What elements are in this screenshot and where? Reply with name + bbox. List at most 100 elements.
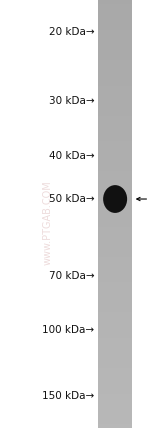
Bar [98, 282, 132, 287]
Bar [98, 424, 132, 428]
Bar [98, 261, 132, 265]
Bar [98, 39, 132, 43]
Text: 20 kDa→: 20 kDa→ [49, 27, 94, 37]
Bar [98, 34, 132, 39]
Bar [98, 9, 132, 13]
Bar [98, 90, 132, 94]
Bar [98, 141, 132, 146]
Text: 150 kDa→: 150 kDa→ [42, 391, 94, 401]
Bar [98, 248, 132, 253]
Bar [98, 64, 132, 68]
Bar [98, 205, 132, 210]
Bar [98, 338, 132, 342]
Bar [98, 377, 132, 381]
Bar [98, 56, 132, 60]
Ellipse shape [103, 185, 127, 213]
Bar [98, 111, 132, 116]
Bar [98, 308, 132, 312]
Bar [98, 278, 132, 282]
Bar [98, 253, 132, 257]
Bar [98, 51, 132, 56]
Bar [98, 223, 132, 227]
Bar [98, 368, 132, 372]
Bar [98, 372, 132, 377]
Bar [98, 394, 132, 398]
Bar [98, 270, 132, 274]
Text: www.PTGAB.COM: www.PTGAB.COM [43, 180, 53, 265]
Bar [98, 73, 132, 77]
Bar [98, 342, 132, 347]
Bar [98, 411, 132, 415]
Bar [98, 364, 132, 368]
Bar [98, 389, 132, 394]
Bar [98, 94, 132, 98]
Bar [98, 351, 132, 355]
Bar [98, 402, 132, 407]
Bar [98, 218, 132, 223]
Bar [98, 77, 132, 81]
Bar [98, 201, 132, 205]
Bar [98, 274, 132, 278]
Bar [98, 291, 132, 295]
Bar [98, 415, 132, 419]
Bar [98, 13, 132, 17]
Bar [98, 17, 132, 21]
Bar [98, 4, 132, 9]
Bar [98, 257, 132, 261]
Bar [98, 231, 132, 235]
Bar [98, 146, 132, 150]
Bar [98, 188, 132, 193]
Bar [98, 137, 132, 141]
Text: 100 kDa→: 100 kDa→ [42, 324, 94, 335]
Bar [98, 321, 132, 325]
Bar [98, 103, 132, 107]
Bar [98, 0, 132, 4]
Bar [98, 60, 132, 64]
Bar [98, 21, 132, 26]
Bar [98, 167, 132, 171]
Bar [98, 214, 132, 218]
Text: 50 kDa→: 50 kDa→ [49, 194, 94, 204]
Bar [98, 330, 132, 334]
Bar [98, 210, 132, 214]
Bar [98, 171, 132, 175]
Bar [98, 197, 132, 201]
Bar [98, 360, 132, 364]
Bar [98, 265, 132, 270]
Bar [98, 124, 132, 128]
Bar [98, 347, 132, 351]
Text: 30 kDa→: 30 kDa→ [49, 95, 94, 106]
Bar [98, 240, 132, 244]
Bar [98, 98, 132, 103]
Bar [98, 163, 132, 167]
Bar [98, 158, 132, 163]
Bar [98, 154, 132, 158]
Bar [98, 116, 132, 120]
Bar [98, 227, 132, 231]
Text: 70 kDa→: 70 kDa→ [49, 271, 94, 281]
Bar [98, 325, 132, 330]
Bar [98, 244, 132, 248]
Bar [98, 385, 132, 389]
Bar [98, 407, 132, 411]
Bar [98, 30, 132, 34]
Bar [98, 128, 132, 133]
Bar [98, 381, 132, 385]
Bar [98, 295, 132, 300]
Bar [98, 47, 132, 51]
Bar [98, 419, 132, 424]
Bar [98, 175, 132, 180]
Bar [98, 334, 132, 338]
Bar [98, 68, 132, 73]
Bar [98, 107, 132, 111]
Bar [98, 398, 132, 402]
Text: 40 kDa→: 40 kDa→ [49, 151, 94, 161]
Bar [98, 193, 132, 197]
Bar [98, 300, 132, 304]
Bar [98, 26, 132, 30]
Bar [98, 86, 132, 90]
Bar [98, 304, 132, 308]
Bar [98, 120, 132, 124]
Bar [98, 180, 132, 184]
Bar [98, 133, 132, 137]
